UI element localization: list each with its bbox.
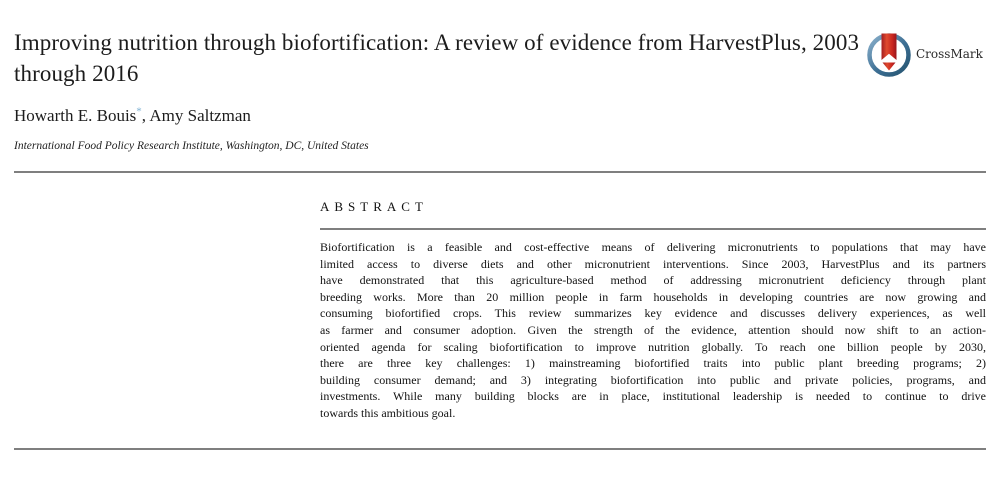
abstract-line: building consumer demand; and 3) integra…	[320, 372, 986, 387]
abstract-column: ABSTRACT Biofortification is a feasible …	[320, 200, 986, 422]
abstract-line: consuming biofortified crops. This revie…	[320, 306, 986, 321]
author-name-1: Howarth E. Bouis	[14, 106, 137, 125]
abstract-line: investments. While many building blocks …	[320, 389, 986, 404]
abstract-line: breeding works. More than 20 million peo…	[320, 289, 986, 304]
abstract-heading: ABSTRACT	[320, 199, 428, 214]
abstract-line: there are three key challenges: 1) mains…	[320, 356, 986, 371]
article-header-page: Improving nutrition through biofortifica…	[14, 30, 986, 450]
abstract-line: Biofortification is a feasible and cost-…	[320, 240, 986, 254]
corresponding-author-asterisk-link[interactable]: *	[136, 105, 142, 118]
crossmark-label: CrossMark	[916, 47, 983, 61]
abstract-line: have demonstrated that this agriculture-…	[320, 273, 986, 288]
author-line: Howarth E. Bouis*, Amy Saltzman	[14, 106, 986, 126]
abstract-line: as farmer and consumer adoption. Given t…	[320, 322, 986, 337]
footer-divider-rule	[14, 447, 986, 450]
abstract-divider-rule	[320, 228, 986, 230]
header-divider-rule	[14, 171, 986, 173]
abstract-line: limited access to diverse diets and othe…	[320, 256, 986, 271]
affiliation-line: International Food Policy Research Insti…	[14, 140, 369, 152]
crossmark-logo-icon	[866, 31, 912, 77]
author-name-2: , Amy Saltzman	[141, 106, 251, 125]
abstract-line: towards this ambitious goal.	[320, 405, 456, 420]
page-title: Improving nutrition through biofortifica…	[14, 30, 860, 86]
crossmark-badge[interactable]: CrossMark	[866, 31, 983, 77]
abstract-line: oriented agenda for scaling biofortifica…	[320, 339, 986, 354]
abstract-body: Biofortification is a feasible and cost-…	[320, 239, 986, 422]
